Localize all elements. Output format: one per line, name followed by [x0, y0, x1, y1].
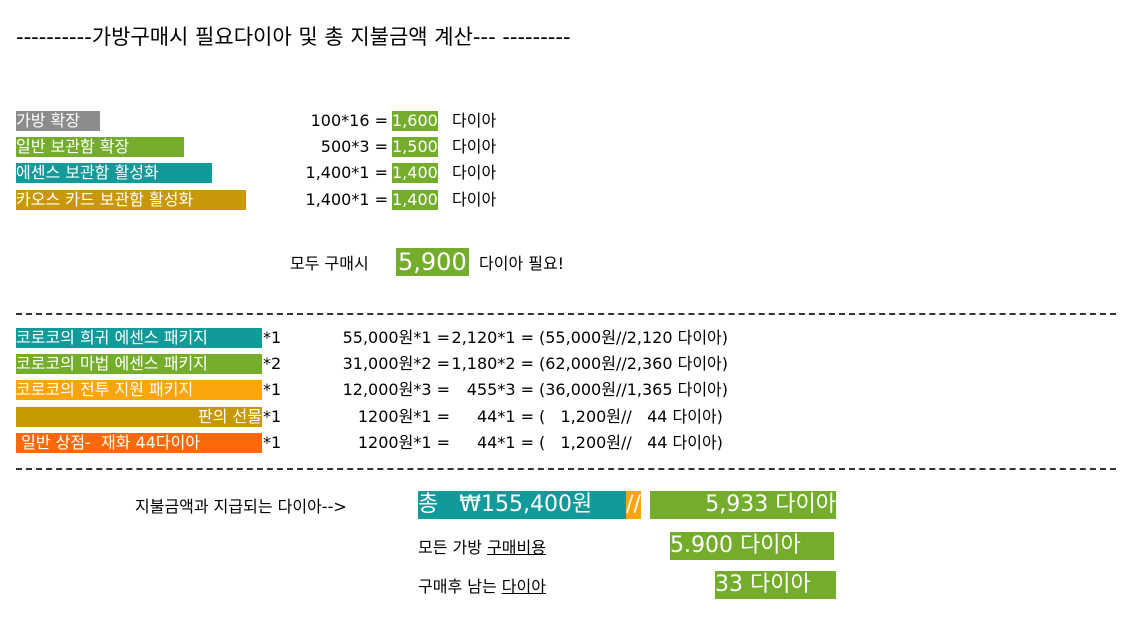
package-diamonds: 1,180*2 =: [451, 354, 534, 373]
package-total: ( 1,200원// 44 다이아): [539, 433, 723, 452]
package-label: 코로코의 마법 에센스 패키지: [16, 354, 262, 374]
summary-value: 5,900: [396, 248, 469, 276]
package-diamonds: 44*1 =: [476, 407, 534, 426]
cost-label-a: 모든 가방: [418, 538, 488, 557]
item-result: 1,600: [392, 111, 438, 131]
item-label: 일반 보관함 확장: [16, 137, 184, 157]
item-unit: 다이아: [452, 111, 497, 130]
item-result: 1,400: [392, 190, 438, 210]
item-formula: 500*3 =: [320, 137, 388, 156]
package-diamonds: 455*3 =: [466, 380, 534, 399]
package-label: 일반 상점- 재화 44다이아: [16, 433, 262, 453]
package-price: 1200원*1 =: [357, 407, 450, 426]
cost-label-b: 구매비용: [487, 538, 546, 557]
remain-label-b: 다이아: [501, 577, 546, 596]
package-count: *1: [263, 433, 282, 452]
package-label: 코로코의 전투 지원 패키지: [16, 380, 262, 400]
package-total: (36,000원//1,365 다이아): [539, 380, 729, 399]
separator: [16, 313, 1116, 315]
item-result: 1,400: [392, 163, 438, 183]
remain-label: 구매후 남는 다이아: [418, 577, 546, 597]
package-count: *1: [263, 328, 282, 347]
item-label: 가방 확장: [16, 111, 100, 131]
totals-price: ₩155,400원: [459, 492, 593, 517]
package-label: 코로코의 희귀 에센스 패키지: [16, 328, 262, 348]
package-diamonds: 2,120*1 =: [451, 328, 534, 347]
summary-suffix: 다이아 필요!: [479, 254, 565, 273]
package-price: 1200원*1 =: [357, 433, 450, 452]
totals-prefix-text: 총: [418, 492, 439, 517]
package-label: 판의 선물: [16, 407, 262, 427]
totals-label: 지불금액과 지급되는 다이아-->: [135, 497, 347, 516]
package-count: *1: [263, 407, 282, 426]
remain-value: 33 다이아: [715, 571, 836, 599]
item-formula: 100*16 =: [310, 111, 388, 130]
item-formula: 1,400*1 =: [305, 190, 388, 209]
cost-value: 5.900 다이아: [670, 532, 834, 560]
package-count: *2: [263, 354, 282, 373]
item-unit: 다이아: [452, 163, 497, 182]
summary-label: 모두 구매시: [290, 254, 369, 273]
item-unit: 다이아: [452, 137, 497, 156]
cost-label: 모든 가방 구매비용: [418, 538, 546, 558]
package-count: *1: [263, 380, 282, 399]
package-total: (62,000원//2,360 다이아): [539, 354, 729, 373]
totals-prefix: 총 ₩155,400원: [418, 491, 626, 519]
title: ----------가방구매시 필요다이아 및 총 지불금액 계산--- ---…: [16, 25, 571, 49]
item-label: 에센스 보관함 활성화: [16, 163, 212, 183]
package-price: 12,000원*3 =: [342, 380, 450, 399]
package-price: 31,000원*2 =: [342, 354, 450, 373]
totals-divider: //: [626, 491, 641, 519]
item-unit: 다이아: [452, 190, 497, 209]
package-total: ( 1,200원// 44 다이아): [539, 407, 723, 426]
item-result: 1,500: [392, 137, 438, 157]
totals-diamonds: 5,933 다이아: [650, 491, 836, 519]
package-total: (55,000원//2,120 다이아): [539, 328, 729, 347]
remain-label-a: 구매후 남는: [418, 577, 502, 596]
item-label: 카오스 카드 보관함 활성화: [16, 190, 246, 210]
separator: [16, 468, 1116, 470]
item-formula: 1,400*1 =: [305, 163, 388, 182]
package-price: 55,000원*1 =: [342, 328, 450, 347]
package-diamonds: 44*1 =: [476, 433, 534, 452]
